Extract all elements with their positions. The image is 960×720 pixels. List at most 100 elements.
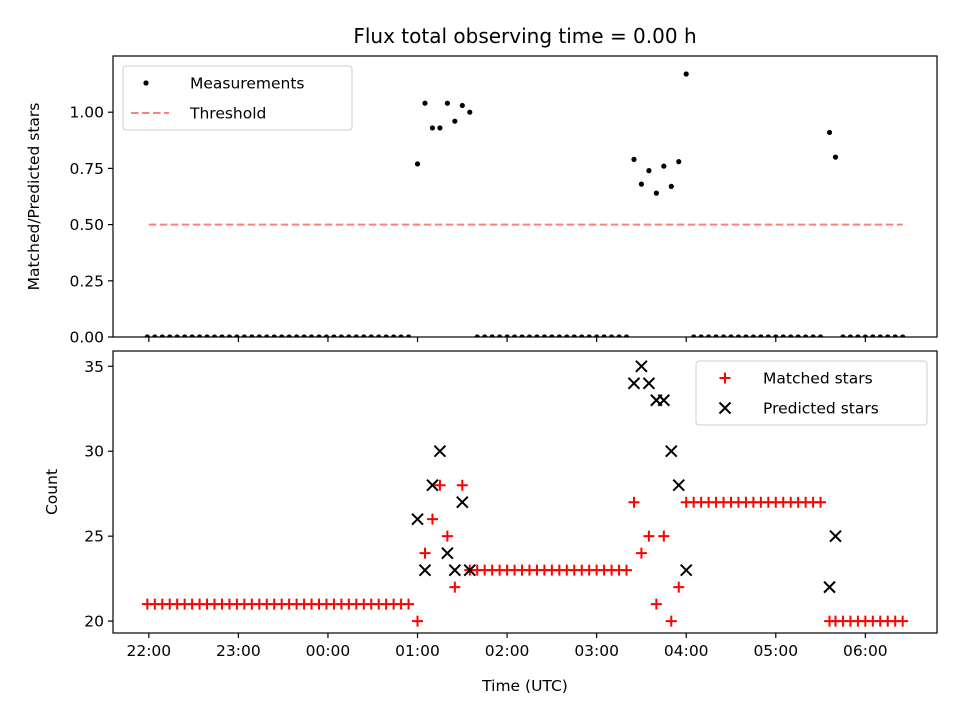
bottom-series-1-point bbox=[426, 513, 438, 525]
top-series-1-point bbox=[571, 334, 577, 337]
bottom-series-1-point bbox=[403, 598, 415, 610]
top-series-1-point bbox=[204, 334, 210, 337]
xtick-label: 05:00 bbox=[753, 642, 798, 660]
xlabel: Time (UTC) bbox=[481, 677, 568, 695]
top-series-1-point bbox=[489, 334, 495, 337]
bottom-series-1-point bbox=[635, 547, 647, 559]
top-panel: 0.00 0.25 0.50 0.75 1.00 Matched/Predicted st… bbox=[25, 55, 938, 347]
top-series-1-point bbox=[338, 334, 344, 337]
xtick-label: 02:00 bbox=[485, 642, 530, 660]
bottom-legend-label-1: Matched stars bbox=[763, 370, 873, 388]
top-series-1-point bbox=[534, 334, 540, 337]
bottom-series-1-point bbox=[412, 615, 424, 627]
top-ytick-label: 1.00 bbox=[69, 104, 104, 122]
bottom-series-2-point bbox=[418, 563, 432, 577]
top-series-1-point bbox=[452, 118, 458, 124]
xtick-label: 23:00 bbox=[216, 642, 261, 660]
top-series-1-point bbox=[788, 334, 794, 337]
bottom-legend-label-2: Predicted stars bbox=[763, 400, 879, 418]
top-series-1-point bbox=[586, 334, 592, 337]
top-series-1-point bbox=[152, 334, 158, 337]
bottom-marks bbox=[141, 360, 909, 627]
top-series-1-point bbox=[623, 334, 630, 337]
bottom-panel: 20 25 30 35 22:00 23:00 00:00 01:00 02:00 03:00 04… bbox=[43, 350, 938, 695]
top-series-1-point bbox=[256, 334, 262, 337]
bottom-series-2-point bbox=[657, 394, 671, 407]
top-series-1-point bbox=[564, 334, 570, 337]
top-series-1-point bbox=[579, 334, 585, 337]
top-series-1-point bbox=[405, 334, 412, 337]
top-series-1-point bbox=[264, 334, 270, 337]
bottom-series-2-point bbox=[426, 478, 439, 492]
top-ytick-label: 0.50 bbox=[69, 216, 104, 234]
bottom-axes-frame bbox=[112, 350, 938, 634]
top-series-1-point bbox=[817, 334, 824, 337]
top-series-1-point bbox=[353, 334, 359, 337]
top-series-1-point bbox=[301, 334, 307, 337]
top-legend-label-2: Threshold bbox=[189, 105, 266, 123]
top-series-1-point bbox=[691, 334, 697, 337]
xtick-label: 01:00 bbox=[395, 642, 440, 660]
top-series-1-point bbox=[832, 154, 839, 160]
top-series-1-point bbox=[497, 334, 503, 337]
top-series-1-point bbox=[885, 334, 891, 337]
bottom-series-1-point bbox=[658, 530, 670, 542]
top-plot-area: 0.00 0.25 0.50 0.75 1.00 Matched/Predicted st… bbox=[25, 55, 938, 347]
bottom-series-2-point bbox=[456, 495, 469, 509]
top-series-1-point bbox=[383, 334, 389, 337]
top-series-1-point bbox=[795, 334, 801, 337]
top-series-1-point bbox=[631, 156, 637, 163]
top-series-1-point bbox=[892, 334, 898, 337]
top-series-1-point bbox=[713, 334, 719, 337]
bottom-ylabel: Count bbox=[43, 469, 61, 515]
top-series-1-point bbox=[437, 125, 443, 131]
top-series-1-point bbox=[376, 334, 382, 337]
top-series-1-point bbox=[646, 168, 652, 174]
top-series-1-point bbox=[422, 100, 428, 106]
bottom-series-2-point bbox=[448, 563, 462, 577]
bottom-ytick-label: 35 bbox=[84, 358, 104, 376]
top-series-1-point bbox=[429, 125, 436, 131]
top-series-1-point bbox=[601, 334, 607, 337]
bottom-series-1-point bbox=[419, 547, 431, 559]
top-series-1-point bbox=[174, 334, 180, 337]
top-series-1-point bbox=[294, 334, 300, 337]
top-series-1-point bbox=[668, 183, 674, 189]
top-series-1-point bbox=[482, 334, 488, 337]
top-series-1-point bbox=[459, 102, 465, 109]
bottom-ytick-label: 25 bbox=[84, 528, 104, 546]
top-series-1-point bbox=[323, 334, 330, 337]
bottom-series-1-point bbox=[449, 581, 461, 593]
top-series-1-point bbox=[398, 334, 404, 337]
top-ytick-label: 0.25 bbox=[69, 272, 104, 290]
top-series-1-point bbox=[286, 334, 292, 337]
top-series-1-point bbox=[549, 334, 555, 337]
top-series-1-point bbox=[308, 334, 315, 337]
top-series-1-point bbox=[840, 334, 846, 337]
top-marks bbox=[144, 71, 906, 337]
top-series-1-point bbox=[676, 159, 682, 165]
top-series-1-point bbox=[541, 334, 548, 337]
bottom-series-2-point bbox=[433, 445, 447, 458]
bottom-series-2-point bbox=[635, 360, 648, 373]
top-series-1-point bbox=[780, 334, 786, 337]
bottom-series-1-point bbox=[441, 530, 453, 542]
chart-title: Flux total observing time = 0.00 h bbox=[353, 24, 696, 48]
xtick-label: 04:00 bbox=[664, 642, 709, 660]
top-series-1-point bbox=[735, 334, 742, 337]
top-series-1-point bbox=[519, 334, 525, 337]
bottom-series-2-point bbox=[642, 377, 656, 390]
top-series-1-point bbox=[773, 334, 779, 337]
top-series-1-point bbox=[331, 334, 337, 337]
top-series-1-point bbox=[159, 334, 165, 337]
top-series-1-point bbox=[234, 334, 240, 337]
top-series-1-point bbox=[511, 334, 518, 337]
top-legend: Measurements Threshold bbox=[122, 65, 353, 131]
top-series-1-point bbox=[167, 334, 173, 337]
bottom-series-1-point bbox=[628, 496, 640, 508]
top-series-1-point bbox=[211, 334, 218, 337]
top-series-1-point bbox=[391, 334, 397, 337]
bottom-plot-area: 20 25 30 35 22:00 23:00 00:00 01:00 02:00 03:00 04… bbox=[43, 350, 938, 695]
xtick-label: 03:00 bbox=[574, 642, 619, 660]
